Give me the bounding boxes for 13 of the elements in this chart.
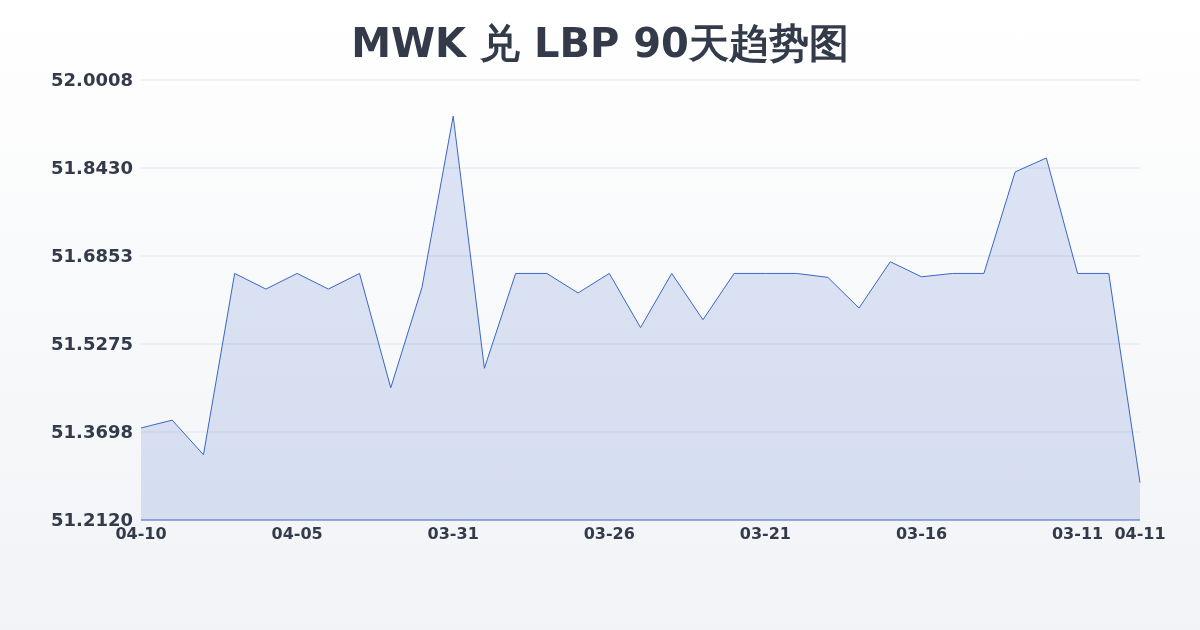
x-tick-label: 04-11 bbox=[1114, 524, 1166, 544]
y-tick-label: 51.5275 bbox=[51, 333, 133, 355]
x-tick-label: 03-11 bbox=[1051, 524, 1104, 544]
x-tick-label: 03-21 bbox=[739, 524, 791, 544]
x-tick-label: 03-26 bbox=[583, 524, 635, 544]
y-tick-label: 51.8430 bbox=[51, 157, 133, 179]
y-tick-label: 52.0008 bbox=[51, 69, 133, 91]
x-tick-label: 03-31 bbox=[427, 524, 479, 544]
y-tick-label: 51.3698 bbox=[51, 421, 133, 443]
y-tick-label: 51.6853 bbox=[51, 245, 133, 267]
x-tick-label: 04-05 bbox=[271, 524, 323, 544]
chart-title: MWK 兑 LBP 90天趋势图 bbox=[350, 19, 850, 68]
x-tick-label: 03-16 bbox=[895, 524, 948, 544]
